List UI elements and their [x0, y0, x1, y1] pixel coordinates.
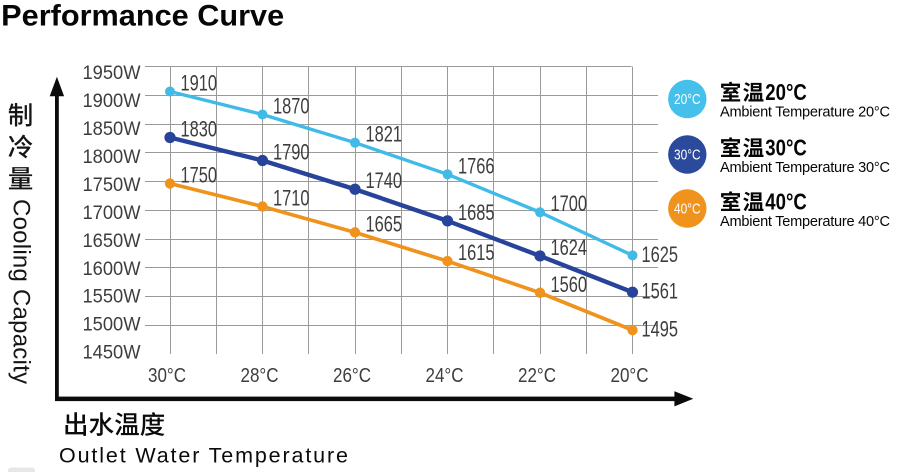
svg-text:1665: 1665	[366, 211, 403, 236]
svg-text:1560: 1560	[551, 272, 588, 297]
svg-text:Ambient Temperature 30°C: Ambient Temperature 30°C	[720, 160, 890, 176]
svg-text:1910: 1910	[181, 71, 218, 96]
svg-text:1830: 1830	[181, 117, 218, 142]
svg-text:40°C: 40°C	[674, 202, 701, 218]
svg-text:1561: 1561	[642, 279, 679, 304]
svg-text:20°C: 20°C	[611, 365, 649, 387]
svg-text:1850W: 1850W	[83, 118, 142, 140]
svg-text:1750W: 1750W	[83, 174, 142, 196]
svg-text:24°C: 24°C	[426, 365, 464, 387]
svg-text:Outlet Water Temperature: Outlet Water Temperature	[59, 444, 348, 468]
svg-text:1685: 1685	[458, 200, 495, 225]
svg-text:Ambient Temperature 20°C: Ambient Temperature 20°C	[720, 104, 890, 120]
svg-text:Ambient Temperature 40°C: Ambient Temperature 40°C	[720, 214, 890, 230]
svg-text:1870: 1870	[273, 94, 310, 119]
svg-text:40°C: 40°C	[765, 188, 807, 214]
svg-text:1740: 1740	[366, 168, 403, 193]
svg-text:1625: 1625	[642, 242, 679, 267]
svg-text:1550W: 1550W	[83, 286, 142, 308]
svg-text:1790: 1790	[273, 140, 310, 165]
svg-text:Cooling Capacity: Cooling Capacity	[8, 199, 35, 384]
svg-text:1710: 1710	[273, 186, 310, 211]
svg-text:1766: 1766	[458, 153, 495, 178]
svg-text:28°C: 28°C	[241, 365, 279, 387]
svg-text:1650W: 1650W	[83, 230, 142, 252]
svg-text:1900W: 1900W	[83, 90, 142, 112]
svg-text:1615: 1615	[458, 240, 495, 265]
svg-text:1950W: 1950W	[83, 62, 142, 84]
svg-text:1495: 1495	[642, 317, 679, 342]
svg-text:26°C: 26°C	[333, 365, 371, 387]
svg-text:30°C: 30°C	[674, 148, 701, 164]
svg-text:20°C: 20°C	[674, 92, 701, 108]
svg-text:1700: 1700	[551, 191, 588, 216]
svg-text:1624: 1624	[551, 235, 588, 260]
svg-text:20°C: 20°C	[765, 79, 807, 105]
svg-text:1750: 1750	[181, 163, 218, 188]
svg-text:1800W: 1800W	[83, 146, 142, 168]
svg-text:1600W: 1600W	[83, 258, 142, 280]
svg-text:30°C: 30°C	[765, 134, 807, 160]
svg-text:1500W: 1500W	[83, 314, 142, 336]
svg-text:1821: 1821	[366, 122, 403, 147]
svg-text:Performance Curve: Performance Curve	[1, 0, 284, 33]
svg-text:22°C: 22°C	[518, 365, 556, 387]
svg-text:30°C: 30°C	[148, 365, 186, 387]
svg-text:1700W: 1700W	[83, 202, 142, 224]
svg-text:1450W: 1450W	[83, 342, 142, 364]
